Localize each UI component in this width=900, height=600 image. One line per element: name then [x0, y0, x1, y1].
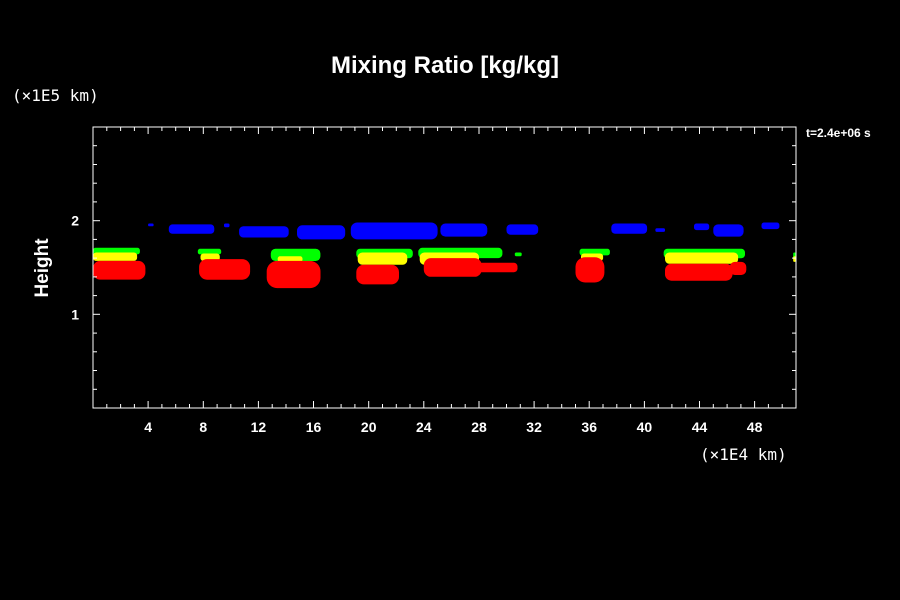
red-patch: [665, 263, 733, 281]
x-tick-label: 8: [199, 419, 207, 435]
red-patch: [729, 261, 747, 275]
blue-patch: [148, 223, 154, 227]
blue-patch: [297, 225, 346, 240]
blue-patch: [713, 224, 744, 237]
y-tick-label: 2: [71, 213, 79, 229]
x-scale-label: (×1E4 km): [700, 445, 787, 464]
blue-patch: [506, 224, 539, 235]
x-tick-label: 44: [692, 419, 708, 435]
y-axis-title: Height: [32, 238, 53, 298]
y-tick-label: 1: [71, 306, 79, 322]
y-scale-label: (×1E5 km): [12, 86, 99, 105]
x-tick-label: 16: [306, 419, 322, 435]
x-tick-label: 48: [747, 419, 763, 435]
x-tick-label: 4: [144, 419, 152, 435]
blue-contour-region: [148, 222, 780, 240]
red-patch: [93, 260, 146, 280]
red-patch: [199, 259, 251, 280]
x-tick-label: 24: [416, 419, 432, 435]
blue-patch: [350, 222, 438, 240]
blue-patch: [655, 228, 665, 232]
time-label: t=2.4e+06 s: [806, 126, 871, 140]
plot-frame: [92, 126, 797, 409]
yellow-patch: [277, 256, 303, 262]
blue-patch: [239, 226, 289, 238]
x-tick-label: 32: [526, 419, 542, 435]
yellow-patch: [93, 252, 138, 261]
yellow-patch: [665, 252, 739, 264]
green-patch: [197, 248, 222, 255]
data-layer: [93, 222, 796, 289]
red-patch: [575, 257, 605, 283]
red-patch: [356, 264, 399, 285]
x-tick-label: 36: [581, 419, 597, 435]
blue-patch: [440, 223, 488, 237]
red-patch: [266, 260, 321, 289]
blue-patch: [224, 223, 230, 228]
red-contour-region: [93, 257, 747, 289]
chart-title: Mixing Ratio [kg/kg]: [331, 52, 559, 79]
x-tick-label: 40: [637, 419, 653, 435]
blue-patch: [694, 223, 710, 231]
blue-patch: [611, 223, 648, 234]
x-tick-label: 28: [471, 419, 487, 435]
red-patch: [462, 262, 518, 273]
blue-patch: [761, 222, 780, 230]
blue-patch: [168, 224, 215, 234]
yellow-patch: [357, 252, 408, 265]
green-patch: [514, 252, 522, 257]
x-tick-label: 12: [251, 419, 267, 435]
x-tick-label: 20: [361, 419, 377, 435]
